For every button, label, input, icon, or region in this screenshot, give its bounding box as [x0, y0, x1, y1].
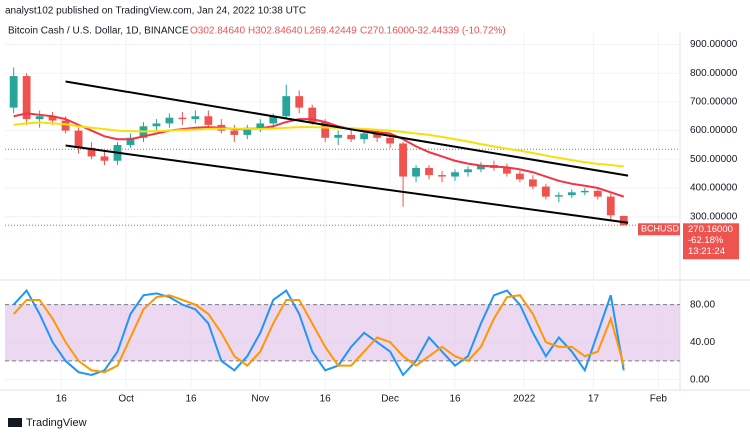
candle-body	[619, 215, 628, 226]
high: H302.84640	[248, 26, 303, 37]
candle-body	[554, 195, 563, 197]
x-tick-label: 16	[320, 394, 332, 405]
candle-body	[528, 179, 537, 187]
low: L269.42449	[304, 26, 357, 37]
close: C270.16000	[360, 26, 415, 37]
y-tick-label: 600.00000	[690, 125, 738, 136]
candle-body	[126, 137, 135, 145]
y-tick-label: 300.00000	[690, 211, 738, 222]
candle-body	[204, 116, 213, 125]
moving-average	[13, 121, 624, 168]
x-tick-label: 16	[56, 394, 68, 405]
y-tick-label: 500.00000	[690, 154, 738, 165]
trend-line	[65, 80, 629, 177]
candle-body	[451, 172, 459, 177]
candle-body	[22, 76, 31, 120]
candle-body	[373, 133, 382, 138]
stoch-line	[12, 294, 625, 374]
candle-body	[516, 173, 524, 180]
logo-icon	[8, 418, 22, 427]
candle-body	[35, 116, 44, 120]
x-tick-label: 2022	[513, 394, 536, 405]
y-tick-label: 800.00000	[690, 68, 738, 79]
candle-body	[87, 147, 96, 157]
y-tick-label: 80.00	[690, 299, 715, 310]
candle-body	[567, 192, 576, 196]
candle-body	[100, 156, 109, 161]
candle-body	[61, 120, 70, 131]
x-tick-label: Nov	[251, 394, 269, 405]
price-tag	[683, 223, 739, 260]
candle-body	[152, 123, 161, 127]
candle-body	[295, 96, 304, 108]
logo-text: TradingView	[26, 417, 87, 429]
x-tick-label: Feb	[650, 394, 668, 405]
y-tick-label: 400.00000	[690, 183, 738, 194]
candle-body	[438, 175, 446, 177]
open: O302.84640	[190, 26, 245, 37]
x-tick-label: 17	[588, 394, 600, 405]
candle-body	[541, 186, 550, 197]
candle-body	[360, 133, 369, 140]
x-tick-label: Oct	[118, 394, 134, 405]
candle-body	[191, 116, 200, 120]
candle-body	[464, 169, 472, 173]
candle-body	[74, 130, 83, 148]
trend-line	[65, 144, 629, 224]
x-tick-label: 16	[449, 394, 461, 405]
candle-body	[321, 121, 330, 138]
candle-body	[243, 127, 252, 135]
candle-body	[230, 130, 239, 135]
candle-body	[399, 143, 407, 177]
change: -32.44339 (-10.72%)	[414, 26, 506, 37]
candle-body	[580, 190, 589, 193]
price-tag-countdown: 13:21:24	[688, 246, 725, 257]
attribution: analyst102 published on TradingView.com,…	[5, 6, 306, 17]
price-tag-change: -62.18%	[688, 235, 724, 246]
moving-average	[13, 112, 625, 198]
candle-body	[178, 117, 187, 120]
candle-body	[425, 167, 433, 176]
candle-body	[412, 167, 420, 177]
logo: TradingView	[8, 417, 87, 429]
symbol: Bitcoin Cash / U.S. Dollar, 1D, BINANCE	[8, 26, 189, 37]
price-tag-price: 270.16000	[688, 224, 733, 235]
candle-body	[606, 196, 615, 216]
candle-body	[256, 123, 265, 128]
candle-body	[477, 165, 485, 170]
candle-body	[503, 167, 511, 174]
candle-body	[308, 107, 317, 122]
y-tick-label: 0.00	[690, 374, 710, 385]
candle-body	[9, 76, 18, 108]
symbol-tag-text: BCHUSD	[641, 224, 680, 234]
y-tick-label: 700.00000	[690, 97, 738, 108]
candle-body	[334, 134, 343, 138]
candle-body	[48, 116, 57, 121]
candle-body	[269, 116, 278, 124]
symbol-tag	[638, 223, 680, 236]
candle-body	[165, 117, 174, 124]
x-tick-label: Dec	[381, 394, 399, 405]
y-tick-label: 900.00000	[690, 39, 738, 50]
candle-body	[593, 190, 602, 197]
y-tick-label: 40.00	[690, 337, 715, 348]
candle-body	[282, 96, 291, 117]
candle-body	[386, 137, 394, 144]
stoch-line	[12, 288, 625, 377]
candle-body	[347, 134, 356, 140]
x-tick-label: 16	[185, 394, 197, 405]
